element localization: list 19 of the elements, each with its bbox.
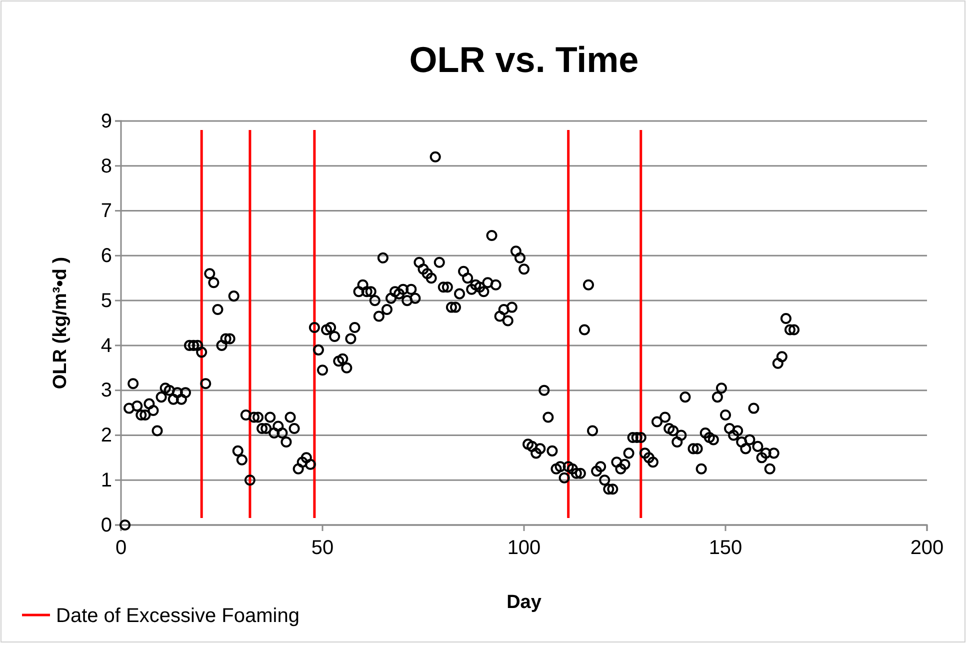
y-tick-label: 9 [100,110,112,132]
x-tick-label: 100 [507,537,541,559]
x-axis-title: Day [506,592,542,613]
x-tick-label: 150 [708,537,742,559]
x-tick-label: 200 [910,537,944,559]
y-axis-title: OLR (kg/m³•d ) [50,256,71,390]
chart-title: OLR vs. Time [409,39,639,80]
y-tick-label: 0 [100,514,112,536]
y-tick-label: 5 [100,290,112,312]
y-tick-label: 1 [100,470,112,492]
y-tick-label: 7 [100,200,112,222]
y-tick-label: 8 [100,155,112,178]
y-tick-label: 4 [100,334,112,357]
y-tick-label: 3 [100,380,112,402]
y-tick-label: 6 [100,245,112,268]
x-tick-label: 0 [115,537,127,559]
x-tick-label: 50 [311,537,334,559]
legend-label: Date of Excessive Foaming [56,605,300,627]
y-tick-label: 2 [100,424,112,447]
